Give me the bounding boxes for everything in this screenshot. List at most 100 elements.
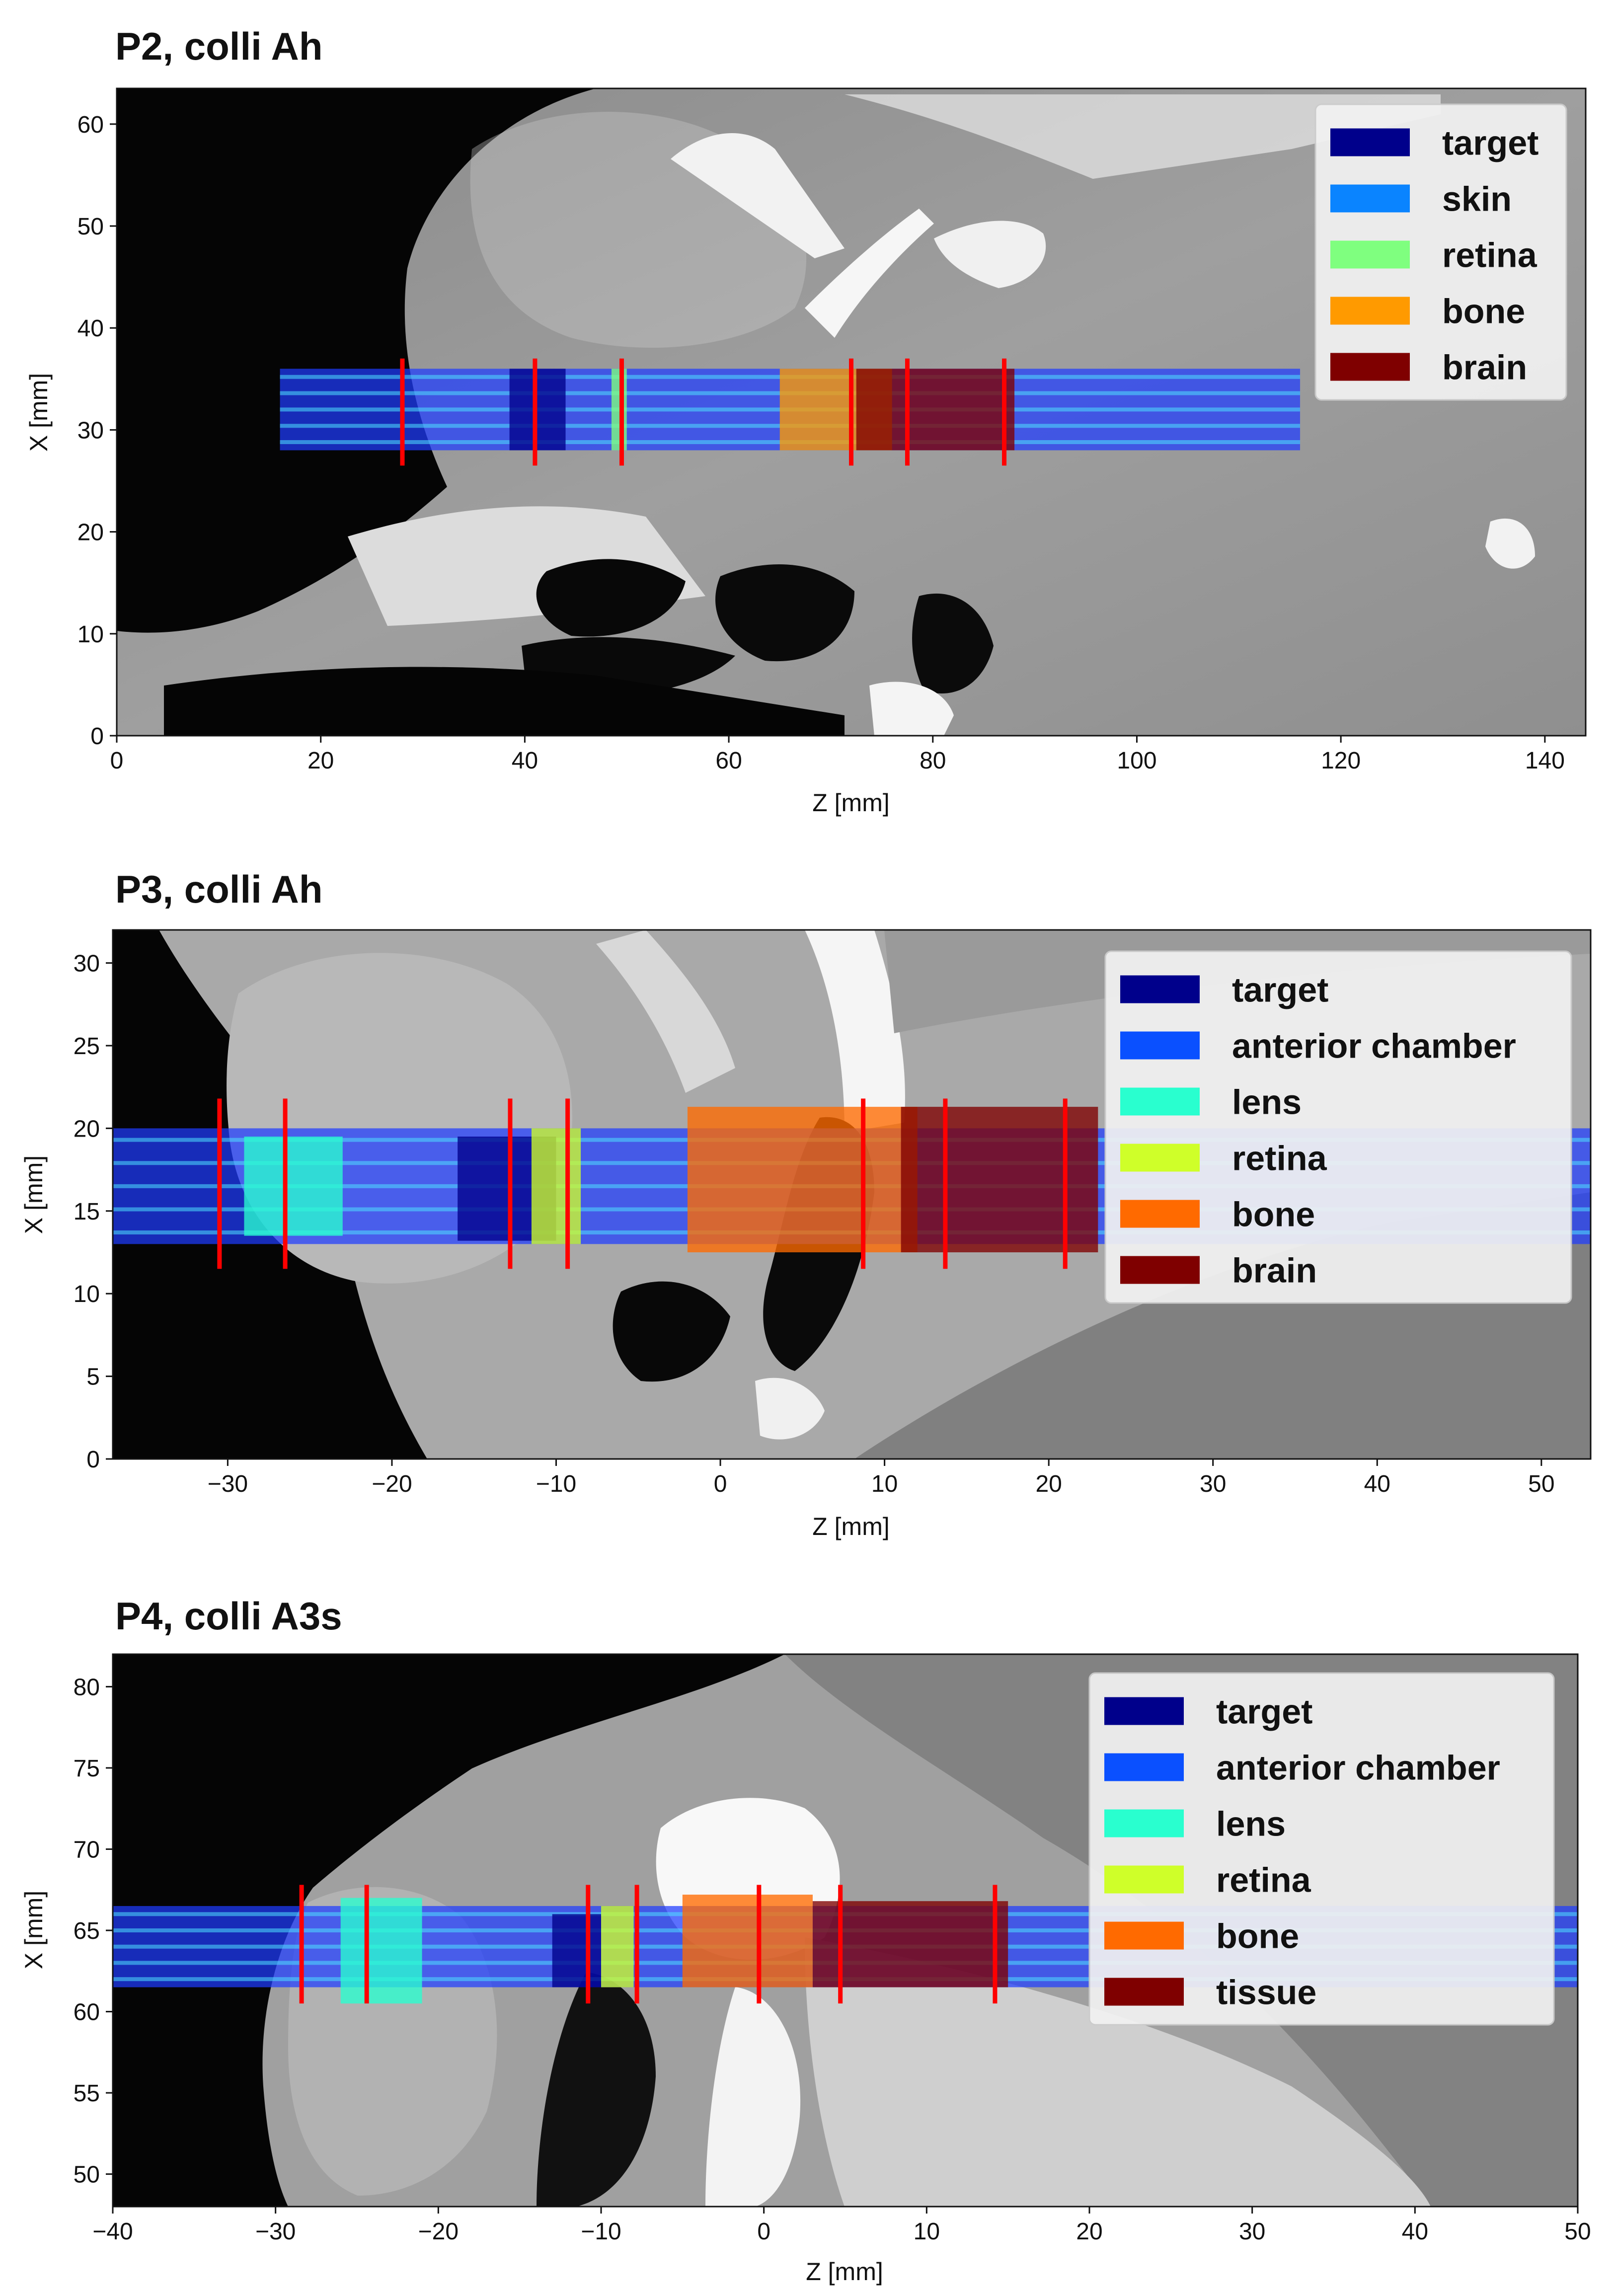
y-tick-label: 65	[74, 1918, 100, 1944]
region-target	[552, 1914, 601, 1988]
panel-p3: P3, colli Ah −30 −20 −10 0 10 20 30 40 50 0 5 10 15…	[20, 867, 1592, 1540]
x-tick-label: 20	[307, 748, 334, 774]
x-tick-label: 60	[715, 748, 742, 774]
y-tick-label: 55	[74, 2080, 100, 2107]
legend-label: target	[1232, 971, 1328, 1009]
legend-swatch	[1120, 1256, 1200, 1284]
y-tick-label: 50	[74, 2162, 100, 2188]
y-tick-label: 30	[77, 417, 104, 444]
x-tick-label: 30	[1239, 2219, 1265, 2245]
x-tick-label: −20	[372, 1471, 412, 1497]
x-tick-label: 50	[1528, 1471, 1554, 1497]
legend-swatch	[1330, 128, 1410, 156]
x-tick-label: 20	[1035, 1471, 1062, 1497]
panel-p2: P2, colli Ah 0 20 40 60 80 100 120 140 0 10 20 30 4…	[25, 24, 1587, 817]
y-tick-label: 75	[74, 1756, 100, 1782]
region-retina	[611, 369, 627, 451]
y-tick-label: 80	[74, 1674, 100, 1700]
x-axis: 0 20 40 60 80 100 120 140	[110, 736, 1565, 774]
x-tick-label: 40	[512, 748, 538, 774]
legend-label: target	[1216, 1692, 1312, 1731]
x-tick-label: −40	[92, 2219, 133, 2245]
legend-label: retina	[1442, 236, 1537, 275]
x-tick-label: 0	[110, 748, 124, 774]
x-tick-label: −20	[418, 2219, 459, 2245]
plot-frame	[112, 929, 1592, 1460]
x-axis-label: Z [mm]	[812, 789, 890, 817]
legend-label: tissue	[1216, 1973, 1316, 2012]
region-target	[509, 369, 566, 451]
region-bone	[682, 1895, 813, 1988]
x-tick-label: 0	[714, 1471, 727, 1497]
legend-swatch	[1330, 240, 1410, 269]
legend-label: retina	[1216, 1861, 1311, 1900]
y-axis-label: X [mm]	[20, 1891, 48, 1969]
legend-swatch	[1120, 1087, 1200, 1116]
legend-label: brain	[1442, 348, 1527, 387]
legend-label: anterior chamber	[1232, 1027, 1516, 1066]
region-retina	[531, 1128, 581, 1244]
boundary-lines	[299, 1885, 998, 2004]
legend-label: bone	[1232, 1195, 1315, 1234]
legend: target anterior chamber lens retina bone brai…	[1104, 950, 1572, 1304]
y-tick-label: 25	[74, 1033, 100, 1060]
x-tick-label: 30	[1200, 1471, 1226, 1497]
legend-swatch	[1104, 1809, 1184, 1837]
x-tick-label: −30	[255, 2219, 296, 2245]
region-lens	[340, 1898, 422, 2004]
region-brain	[856, 369, 1015, 451]
legend-swatch	[1330, 184, 1410, 213]
x-tick-label: −10	[581, 2219, 621, 2245]
y-tick-label: 60	[74, 1999, 100, 2026]
boundary-lines	[217, 1098, 1068, 1269]
legend-label: lens	[1216, 1805, 1286, 1843]
legend-swatch	[1330, 353, 1410, 381]
x-axis-label: Z [mm]	[806, 2258, 883, 2286]
dose-overlay	[280, 369, 1301, 451]
legend-label: bone	[1442, 292, 1525, 331]
y-tick-label: 20	[77, 520, 104, 546]
legend-swatch	[1104, 1865, 1184, 1894]
legend-box	[1104, 950, 1572, 1304]
panel-title: P4, colli A3s	[115, 1594, 342, 1638]
panel-title: P2, colli Ah	[115, 24, 323, 68]
legend: target skin retina bone brain	[1314, 103, 1567, 401]
y-tick-label: 20	[74, 1116, 100, 1142]
x-tick-label: 0	[757, 2219, 770, 2245]
y-tick-label: 0	[90, 723, 104, 750]
y-axis-label: X [mm]	[20, 1155, 48, 1234]
panel-p4: P4, colli A3s −40 −30 −20 −10 0 10 20 30 40 50 50…	[20, 1594, 1591, 2286]
plot-frame	[116, 87, 1587, 737]
legend-label: lens	[1232, 1083, 1302, 1122]
legend-label: skin	[1442, 180, 1512, 219]
x-tick-label: 40	[1402, 2219, 1428, 2245]
legend-swatch	[1120, 1031, 1200, 1060]
legend-swatch	[1120, 1144, 1200, 1172]
x-tick-label: 40	[1364, 1471, 1390, 1497]
legend-swatch	[1104, 1753, 1184, 1781]
x-tick-label: 120	[1321, 748, 1361, 774]
legend: target anterior chamber lens retina bone tiss…	[1088, 1672, 1555, 2026]
y-axis: 0 10 20 30 40 50 60	[77, 112, 117, 750]
legend-label: anterior chamber	[1216, 1749, 1500, 1787]
legend-label: retina	[1232, 1139, 1327, 1178]
legend-label: target	[1442, 124, 1538, 162]
y-tick-label: 5	[86, 1364, 100, 1390]
y-tick-label: 0	[86, 1447, 100, 1473]
region-bone	[687, 1107, 918, 1252]
region-retina	[601, 1906, 634, 1988]
y-axis-label: X [mm]	[25, 373, 53, 452]
x-tick-label: 50	[1564, 2219, 1591, 2245]
x-tick-label: −30	[208, 1471, 248, 1497]
region-tissue	[812, 1901, 1008, 1988]
y-tick-label: 10	[77, 621, 104, 648]
y-tick-label: 60	[77, 112, 104, 138]
x-tick-label: 80	[920, 748, 946, 774]
legend-swatch	[1120, 1200, 1200, 1228]
x-tick-label: 10	[914, 2219, 940, 2245]
x-axis-label: Z [mm]	[812, 1513, 890, 1540]
x-tick-label: 140	[1525, 748, 1565, 774]
legend-label: bone	[1216, 1917, 1299, 1956]
x-axis: −30 −20 −10 0 10 20 30 40 50	[208, 1459, 1555, 1497]
legend-swatch	[1104, 1978, 1184, 2006]
